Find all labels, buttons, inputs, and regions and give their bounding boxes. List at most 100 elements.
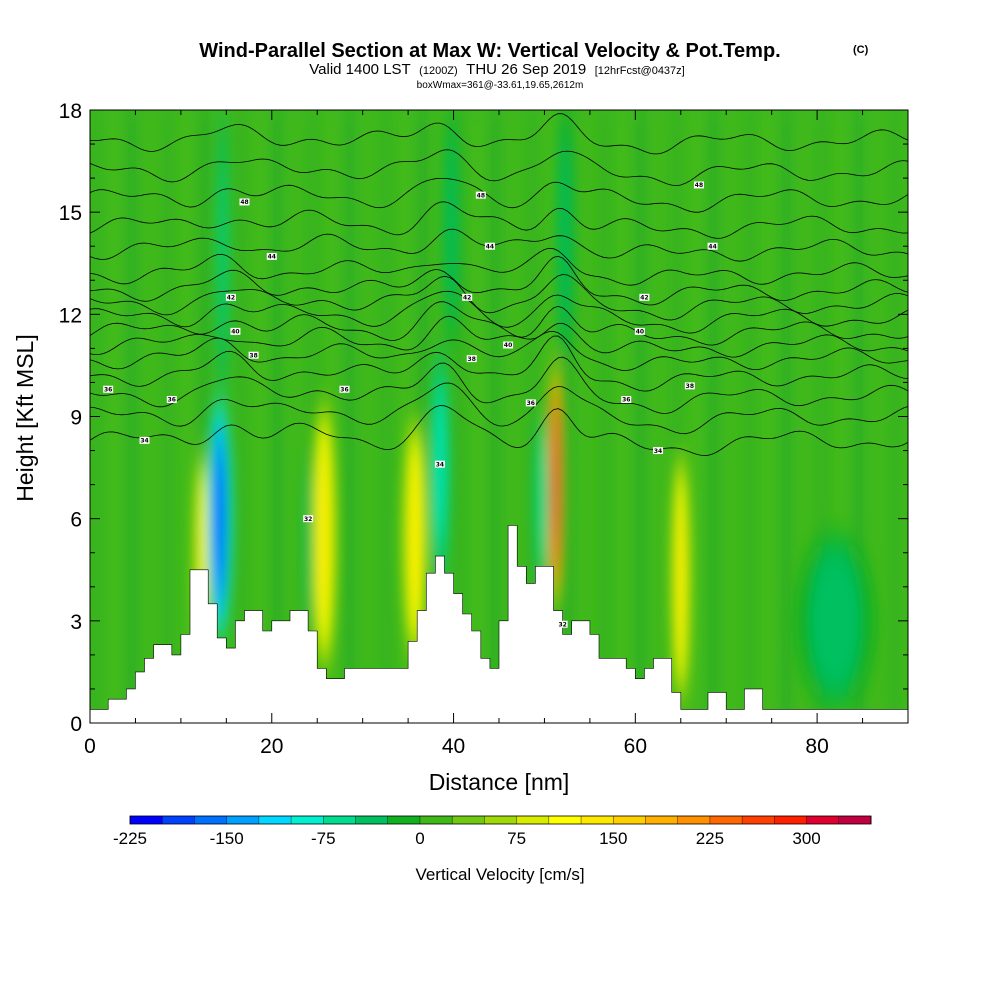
velocity-cell-core xyxy=(553,413,559,557)
colorbar-swatch xyxy=(162,816,195,824)
colorbar-tick-label: 0 xyxy=(415,829,424,848)
theta-contour-line xyxy=(90,405,908,457)
background-stripe xyxy=(744,110,756,723)
contour-label: 38 xyxy=(686,383,694,390)
velocity-cell-core xyxy=(562,161,568,315)
contour-label-box xyxy=(225,293,236,301)
velocity-cell-core xyxy=(410,465,419,613)
background-stripe xyxy=(526,110,538,723)
contour-label-box xyxy=(434,460,445,468)
colorbar-swatch xyxy=(742,816,775,824)
contour-label-box xyxy=(266,252,277,260)
y-tick-label: 18 xyxy=(59,100,82,123)
subtitle-date: THU 26 Sep 2019 xyxy=(466,61,586,78)
contour-label: 36 xyxy=(168,397,176,404)
contour-label-box xyxy=(503,341,514,349)
colorbar-swatch xyxy=(516,816,550,824)
background-stripe xyxy=(144,110,156,723)
x-tick-label: 20 xyxy=(260,735,283,758)
colorbar-swatch xyxy=(452,816,485,824)
theta-contour-line xyxy=(90,356,908,414)
contour-label: 36 xyxy=(527,400,535,407)
colorbar-swatch xyxy=(613,816,646,824)
y-tick-label: 15 xyxy=(59,202,82,225)
theta-contour-line xyxy=(90,274,908,321)
contour-label: 42 xyxy=(463,295,471,302)
chart-subtitle: Valid 1400 LST (1200Z) THU 26 Sep 2019 [… xyxy=(309,61,684,78)
colorbar-swatch xyxy=(323,816,356,824)
contour-label: 32 xyxy=(304,516,312,523)
contour-label-box xyxy=(239,198,250,206)
background-stripe xyxy=(453,110,465,723)
y-tick-label: 3 xyxy=(70,611,82,634)
boxmax-line: boxWmax=361@-33.61,19.65,2612m xyxy=(417,80,584,91)
contour-label-box xyxy=(475,191,486,199)
colorbar-swatch xyxy=(419,816,453,824)
background-stripe xyxy=(508,110,519,723)
colorbar-tick-label: -150 xyxy=(210,829,244,848)
background-stripe xyxy=(162,110,174,723)
contour-label: 40 xyxy=(504,342,512,349)
colorbar: -225 -150 -75 0 75 150 225 300 xyxy=(113,815,872,848)
background-stripe xyxy=(380,110,392,723)
contour-label-box xyxy=(634,327,645,335)
contour-label-box xyxy=(621,395,632,403)
contour-label-box xyxy=(139,436,150,444)
subtitle-utc: (1200Z) xyxy=(419,65,458,77)
colorbar-tick-label: 225 xyxy=(696,829,724,848)
contour-label: 40 xyxy=(231,329,239,336)
colorbar-swatch xyxy=(677,816,711,824)
background-stripe xyxy=(235,110,247,723)
contour-label-box xyxy=(653,447,664,455)
background-stripe xyxy=(689,110,701,723)
contour-label-box xyxy=(484,242,495,250)
terrain xyxy=(90,525,908,723)
colorbar-swatch xyxy=(291,816,324,824)
x-tick-label: 60 xyxy=(624,735,647,758)
plot-area: 34 36 36 38 40 42 44 48 32 36 34 38 40 42 44 48 36 32 36 34… xyxy=(90,110,908,723)
x-tick-label: 40 xyxy=(442,735,465,758)
theta-contour-line xyxy=(90,315,908,358)
colorbar-swatch xyxy=(387,816,421,824)
colorbar-tick-label: 150 xyxy=(599,829,627,848)
contour-label-box xyxy=(303,515,314,523)
contour-label-box xyxy=(707,242,718,250)
background-stripe xyxy=(180,110,192,723)
background-stripe xyxy=(871,110,883,723)
colorbar-swatch xyxy=(806,816,840,824)
y-tick-label: 9 xyxy=(70,407,82,430)
theta-contour-line xyxy=(90,113,908,155)
contour-label: 42 xyxy=(227,295,235,302)
velocity-cell-core xyxy=(539,450,545,553)
contour-label: 40 xyxy=(636,329,644,336)
colorbar-swatch xyxy=(484,816,518,824)
contour-label-box xyxy=(639,293,650,301)
background-stripe xyxy=(199,110,210,723)
contour-label: 42 xyxy=(640,295,648,302)
contour-label: 44 xyxy=(268,254,276,261)
contour-label-box xyxy=(230,327,241,335)
background-stripe xyxy=(762,110,774,723)
background-stripe xyxy=(580,110,592,723)
background-stripe xyxy=(817,110,829,723)
background-stripe xyxy=(889,110,901,723)
contour-label-box xyxy=(462,293,473,301)
theta-contour-line xyxy=(90,149,908,187)
x-axis: 0 20 40 60 80 xyxy=(84,110,909,758)
background-stripe xyxy=(308,110,320,723)
colorbar-swatch xyxy=(645,816,679,824)
contour-label: 48 xyxy=(477,192,485,199)
theta-contour-line xyxy=(90,177,908,213)
velocity-cell-core xyxy=(215,447,224,591)
colorbar-swatch xyxy=(548,816,582,824)
y-axis-label: Height [Kft MSL] xyxy=(12,334,38,501)
background-stripe xyxy=(471,110,483,723)
background-stripe xyxy=(417,110,429,723)
contour-label-box xyxy=(166,395,177,403)
colorbar-swatch xyxy=(130,816,163,824)
background-stripe xyxy=(726,110,738,723)
y-tick-label: 12 xyxy=(59,304,82,327)
background-stripe xyxy=(344,110,356,723)
